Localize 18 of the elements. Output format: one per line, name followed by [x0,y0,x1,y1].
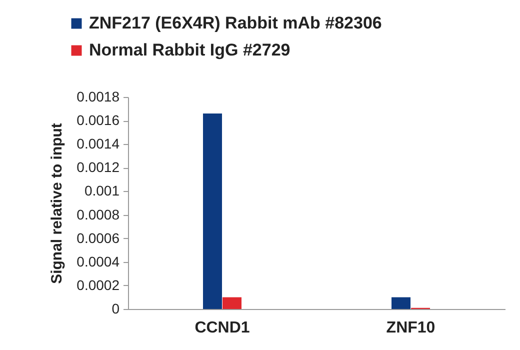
x-tick-label: ZNF10 [386,320,436,336]
y-tick-label: 0.0004 [76,253,120,270]
y-tick-label: 0.0002 [76,276,120,293]
y-tick-label: 0.0016 [76,112,120,128]
bar [203,113,222,309]
y-tick-label: 0.0008 [76,206,120,222]
legend-label: Normal Rabbit IgG #2729 [89,40,290,60]
bar [392,297,410,309]
x-tick-label: CCND1 [194,320,250,336]
y-tick-label: 0.0018 [76,88,120,104]
y-tick-label: 0.001 [84,182,120,199]
y-axis-title: Signal relative to input [48,123,66,284]
legend-label: ZNF217 (E6X4R) Rabbit mAb #82306 [89,14,382,32]
y-tick-label: 0.0014 [76,136,120,152]
bar [222,297,242,309]
y-tick-label: 0.0006 [76,230,120,246]
y-tick-label: 0 [112,300,120,316]
y-tick-label: 0.0012 [76,159,120,176]
